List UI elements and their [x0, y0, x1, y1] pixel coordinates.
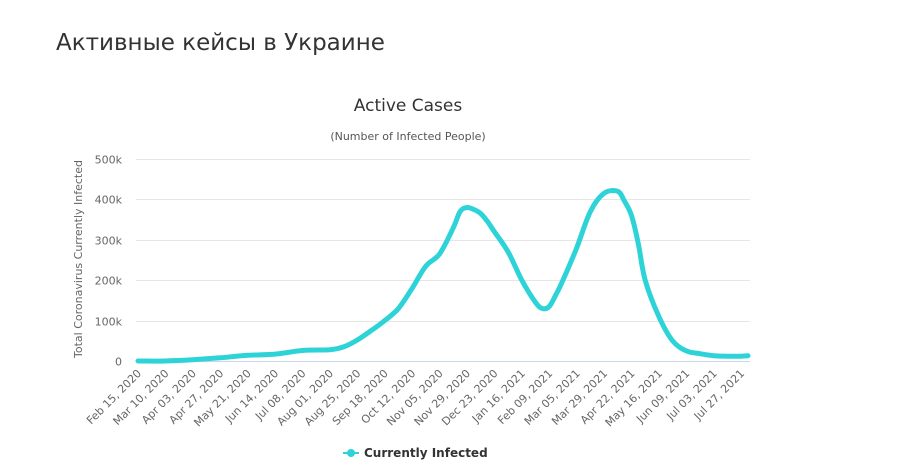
chart-subtitle: (Number of Infected People) — [330, 130, 485, 143]
y-axis-title: Total Coronavirus Currently Infected — [72, 160, 85, 359]
series-currently-infected — [135, 187, 751, 364]
legend-item-currently-infected[interactable]: Currently Infected — [343, 446, 488, 460]
y-axis-tick-labels: 0 100k 200k 300k 400k 500k — [95, 154, 123, 369]
y-tick-label: 300k — [95, 235, 123, 248]
y-tick-label: 100k — [95, 316, 123, 329]
series-line — [135, 187, 751, 364]
y-tick-label: 400k — [95, 194, 123, 207]
y-tick-label: 0 — [115, 356, 122, 369]
y-tick-label: 500k — [95, 154, 123, 167]
legend-line-icon — [343, 447, 359, 459]
legend-label: Currently Infected — [364, 446, 488, 460]
chart-title: Active Cases — [354, 96, 463, 116]
grid-lines — [136, 159, 750, 322]
page-heading: Активные кейсы в Украине — [56, 30, 385, 56]
y-tick-label: 200k — [95, 275, 123, 288]
